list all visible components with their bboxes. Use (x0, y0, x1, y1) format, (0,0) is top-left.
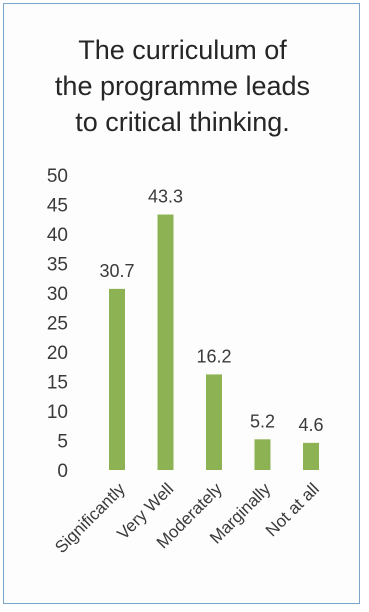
y-tick-label: 15 (47, 373, 68, 394)
category-label: Not at all (262, 479, 323, 540)
y-tick-label: 20 (47, 343, 68, 364)
data-label: 5.2 (250, 411, 275, 431)
y-tick-label: 40 (47, 225, 68, 246)
chart-title: The curriculum of the programme leads to… (4, 32, 361, 140)
title-line-3: to critical thinking. (75, 107, 290, 137)
title-line-1: The curriculum of (78, 35, 287, 65)
y-tick-label: 35 (47, 255, 68, 276)
bar (109, 288, 125, 470)
y-tick-label: 45 (47, 196, 68, 217)
y-tick-label: 30 (47, 284, 68, 305)
chart-frame: The curriculum of the programme leads to… (3, 3, 360, 604)
bar (157, 214, 174, 470)
bar (206, 374, 222, 470)
data-labels-group: 30.7 43.3 16.2 5.2 4.6 (99, 187, 323, 435)
bars-group (109, 214, 319, 470)
category-label: Significantly (51, 479, 129, 557)
title-line-2: the programme leads (54, 71, 311, 101)
y-tick-label: 25 (47, 314, 68, 335)
y-tick-label: 10 (47, 402, 68, 423)
y-axis: 0 5 10 15 20 25 30 35 40 45 50 (47, 166, 68, 482)
data-label: 43.3 (148, 187, 183, 207)
data-label: 30.7 (99, 261, 134, 281)
y-tick-label: 0 (57, 461, 68, 482)
data-label: 16.2 (196, 346, 231, 366)
bar (254, 439, 271, 470)
bar (303, 442, 319, 470)
y-tick-label: 5 (57, 432, 68, 453)
data-label: 4.6 (298, 415, 323, 435)
y-tick-label: 50 (47, 166, 68, 187)
